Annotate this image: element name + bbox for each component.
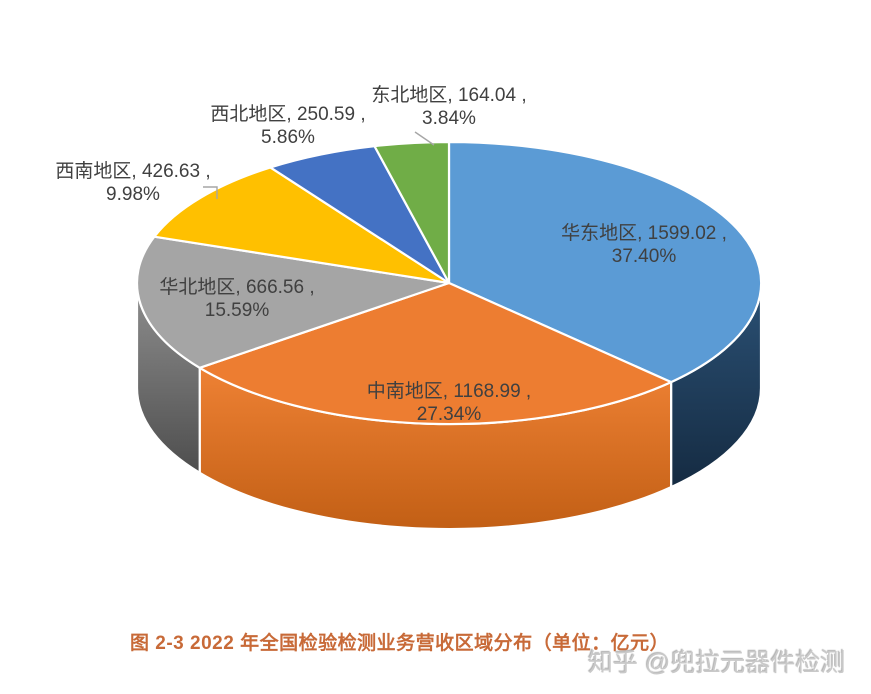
slice-label-line2: 5.86% <box>261 127 315 148</box>
slice-label-line1: 华东地区, 1599.02 , <box>561 223 727 244</box>
slice-label-line2: 27.34% <box>416 404 482 425</box>
slice-label-line2: 37.40% <box>611 246 677 267</box>
pie-slice-华东地区 <box>447 140 763 384</box>
slice-label-line1: 东北地区, 164.04 , <box>371 85 527 106</box>
slice-label-line2: 9.98% <box>106 184 160 205</box>
slice-label-dongbei: 东北地区, 164.04 , 3.84% <box>371 84 526 130</box>
slice-label-line1: 西北地区, 250.59 , <box>210 104 366 125</box>
slice-label-line2: 15.59% <box>204 300 270 321</box>
pie-slice-西南地区 <box>153 166 451 285</box>
slice-label-line1: 中南地区, 1168.99 , <box>366 381 532 402</box>
figure-caption: 图 2-3 2022 年全国检验检测业务营收区域分布（单位：亿元） <box>130 633 670 654</box>
slice-label-zhongnan: 中南地区, 1168.99 , 27.34% <box>367 380 531 426</box>
leader-line-1 <box>203 186 218 199</box>
pie-slice-中南地区 <box>198 281 673 426</box>
slice-label-xinan: 西南地区, 426.63 , 9.98% <box>55 160 210 206</box>
pie-slice-东北地区 <box>373 140 451 285</box>
slice-label-huadong: 华东地区, 1599.02 , 37.40% <box>561 222 727 268</box>
slice-label-xibei: 西北地区, 250.59 , 5.86% <box>210 103 365 149</box>
slice-label-line2: 3.84% <box>422 108 476 129</box>
slice-label-line1: 西南地区, 426.63 , <box>55 161 211 182</box>
slice-label-huabei: 华北地区, 666.56 , 15.59% <box>159 276 314 322</box>
watermark-text: 知乎 @兜拉元器件检测 <box>588 649 846 677</box>
leader-line-0 <box>414 131 435 146</box>
pie-slice-华北地区 <box>135 235 451 369</box>
slice-label-line1: 华北地区, 666.56 , <box>159 277 315 298</box>
pie-chart-svg <box>135 131 763 531</box>
